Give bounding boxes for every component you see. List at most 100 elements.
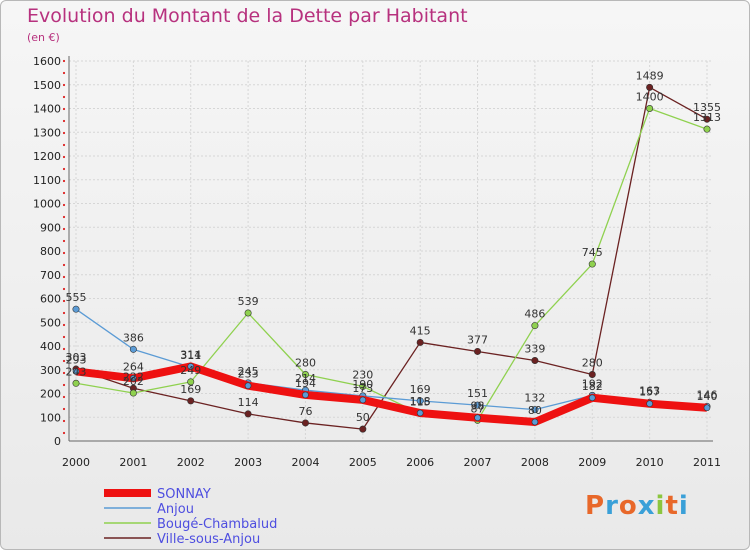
y-tick-label-800: 800: [40, 245, 61, 258]
data-label-Anjou-2003: 245: [238, 365, 259, 378]
point-Ville-sous-Anjou-2006: [416, 338, 424, 346]
axis-dot: [62, 419, 66, 423]
data-label-SONNAY-2008: 80: [528, 404, 542, 417]
axis-dot: [62, 167, 66, 171]
y-tick-label-200: 200: [40, 388, 61, 401]
series-line-Anjou: [75, 308, 708, 411]
point-Bougé-Chambalud-2004: [301, 370, 309, 378]
point-Anjou-2006: [416, 397, 424, 405]
data-label-Ville-sous-Anjou-2001: 222: [123, 370, 144, 383]
series-line-Ville-sous-Anjou: [75, 86, 708, 430]
axis-dot: [62, 275, 66, 279]
point-Anjou-2007: [474, 401, 482, 409]
axis-dot: [62, 119, 66, 123]
x-tick-label-2004: 2004: [291, 456, 319, 469]
point-Ville-sous-Anjou-2002: [187, 397, 195, 405]
data-label-SONNAY-2000: 293: [66, 353, 87, 366]
data-label-SONNAY-2004: 194: [295, 377, 316, 390]
axis-dot: [62, 335, 66, 339]
y-tick-label-700: 700: [40, 269, 61, 282]
data-label-Ville-sous-Anjou-2008: 339: [524, 342, 545, 355]
legend-label-Ville-sous-Anjou: Ville-sous-Anjou: [157, 532, 260, 547]
axis-dot: [62, 59, 66, 63]
data-label-Ville-sous-Anjou-2003: 114: [238, 396, 259, 409]
y-tick-label-1600: 1600: [33, 55, 61, 68]
data-label-SONNAY-2002: 314: [180, 348, 201, 361]
data-label-Anjou-2001: 386: [123, 331, 144, 344]
y-tick-label-1400: 1400: [33, 103, 61, 116]
series-line-Bougé-Chambalud: [75, 107, 708, 421]
data-label-Anjou-2006: 169: [410, 383, 431, 396]
data-label-Ville-sous-Anjou-2009: 280: [582, 357, 603, 370]
point-SONNAY-2004: [302, 391, 309, 399]
data-label-Ville-sous-Anjou-2000: 303: [66, 351, 87, 364]
axis-dot: [62, 431, 66, 435]
data-label-Ville-sous-Anjou-2002: 169: [180, 383, 201, 396]
point-Bougé-Chambalud-2005: [359, 382, 367, 390]
data-label-Anjou-2005: 190: [352, 378, 373, 391]
data-label-SONNAY-2005: 173: [352, 382, 373, 395]
point-SONNAY-2007: [474, 414, 481, 422]
axis-dot: [62, 299, 66, 303]
point-Bougé-Chambalud-2008: [531, 322, 539, 330]
y-tick-label-0: 0: [54, 435, 61, 448]
axes: 0 100 200 300 400 500 600 700 800 900 1000 1100 1200…: [33, 55, 721, 469]
y-tick-label-100: 100: [40, 411, 61, 424]
data-label-SONNAY-2010: 157: [639, 386, 660, 399]
data-label-Bougé-Chambalud-2008: 486: [524, 308, 545, 321]
data-label-Ville-sous-Anjou-2004: 76: [298, 405, 312, 418]
axis-dot: [62, 251, 66, 255]
data-label-Bougé-Chambalud-2001: 202: [123, 375, 144, 388]
data-label-Bougé-Chambalud-2000: 243: [66, 365, 87, 378]
x-tick-label-2007: 2007: [464, 456, 492, 469]
axis-dot: [62, 155, 66, 159]
data-label-Ville-sous-Anjou-2006: 415: [410, 324, 431, 337]
axis-dot: [62, 215, 66, 219]
data-label-Bougé-Chambalud-2003: 539: [238, 295, 259, 308]
data-label-SONNAY-2001: 264: [123, 360, 144, 373]
point-SONNAY-2001: [130, 374, 137, 382]
axis-dot: [62, 143, 66, 147]
chart-title: Evolution du Montant de la Dette par Hab…: [27, 5, 468, 27]
point-Bougé-Chambalud-2001: [129, 389, 137, 397]
series-line-SONNAY: [75, 362, 708, 426]
point-Ville-sous-Anjou-2007: [474, 347, 482, 355]
y-tick-label-1500: 1500: [33, 79, 61, 92]
axis-dot: [62, 131, 66, 135]
y-tick-label-300: 300: [40, 364, 61, 377]
axis-dot: [62, 347, 66, 351]
point-Ville-sous-Anjou-2004: [301, 419, 309, 427]
x-tick-label-2010: 2010: [636, 456, 664, 469]
axis-dot: [62, 203, 66, 207]
data-label-SONNAY-2011: 140: [697, 390, 718, 403]
data-label-Ville-sous-Anjou-2010: 1489: [636, 69, 664, 82]
point-SONNAY-2009: [588, 394, 596, 402]
legend-label-SONNAY: SONNAY: [157, 487, 211, 502]
data-label-Anjou-2010: 163: [639, 384, 660, 397]
axis-dot: [62, 227, 66, 231]
data-label-SONNAY-2006: 118: [410, 395, 431, 408]
data-label-SONNAY-2003: 233: [238, 368, 259, 381]
axis-dot: [62, 371, 66, 375]
axis-dot: [62, 239, 66, 243]
data-label-Anjou-2009: 192: [582, 377, 603, 390]
data-label-Ville-sous-Anjou-2007: 377: [467, 333, 488, 346]
axis-dot: [62, 383, 66, 387]
point-SONNAY-2002: [187, 363, 195, 370]
data-label-Bougé-Chambalud-2006: 115: [410, 396, 431, 409]
point-Bougé-Chambalud-2002: [187, 378, 195, 386]
axis-dot: [62, 263, 66, 267]
axis-dot: [62, 191, 66, 195]
legend: SONNAYAnjouBougé-ChambaludVille-sous-Anj…: [104, 487, 277, 547]
axis-dot: [62, 179, 66, 183]
y-tick-label-900: 900: [40, 221, 61, 234]
data-labels: 293 264 314 233 194 173 118 98 80 182 157 140 555 386…: [66, 69, 722, 424]
point-Ville-sous-Anjou-2005: [359, 425, 367, 433]
x-tick-label-2011: 2011: [693, 456, 721, 469]
x-tick-label-2000: 2000: [62, 456, 90, 469]
chart-unit: (en €): [27, 31, 60, 44]
x-tick-label-2002: 2002: [177, 456, 205, 469]
series-lines: [72, 83, 711, 433]
